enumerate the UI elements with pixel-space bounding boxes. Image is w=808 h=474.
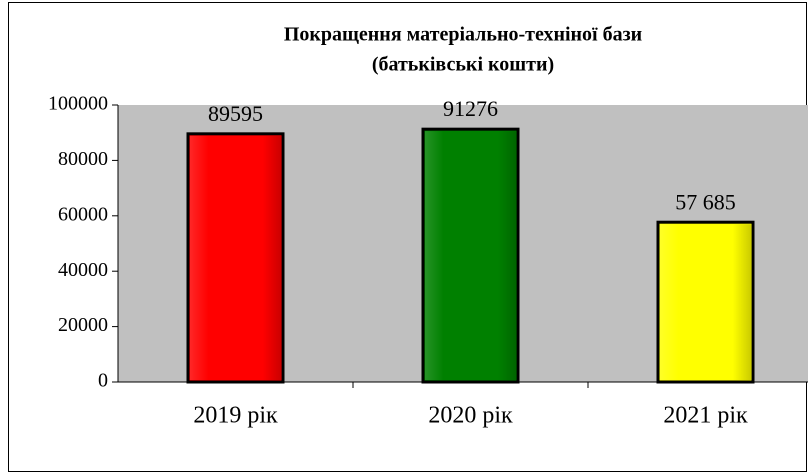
bar	[186, 132, 285, 384]
chart-title: Покращення матеріально-технiної бази	[284, 24, 642, 46]
y-tick-label: 80000	[58, 148, 108, 170]
bar	[421, 127, 520, 384]
y-tick-label: 100000	[48, 93, 108, 115]
data-label: 57 685	[675, 189, 736, 214]
data-label: 89595	[208, 101, 263, 126]
y-tick-label: 60000	[58, 203, 108, 225]
x-tick-label: 2019 рік	[193, 403, 278, 429]
data-label: 91276	[443, 96, 498, 121]
chart-title: (батьківські кошти)	[372, 54, 554, 76]
bar	[656, 220, 755, 384]
y-tick-label: 0	[98, 370, 108, 392]
x-tick-label: 2021 рік	[663, 403, 748, 429]
y-tick-label: 20000	[58, 314, 108, 336]
y-tick-label: 40000	[58, 259, 108, 281]
x-tick-label: 2020 рік	[428, 403, 513, 429]
